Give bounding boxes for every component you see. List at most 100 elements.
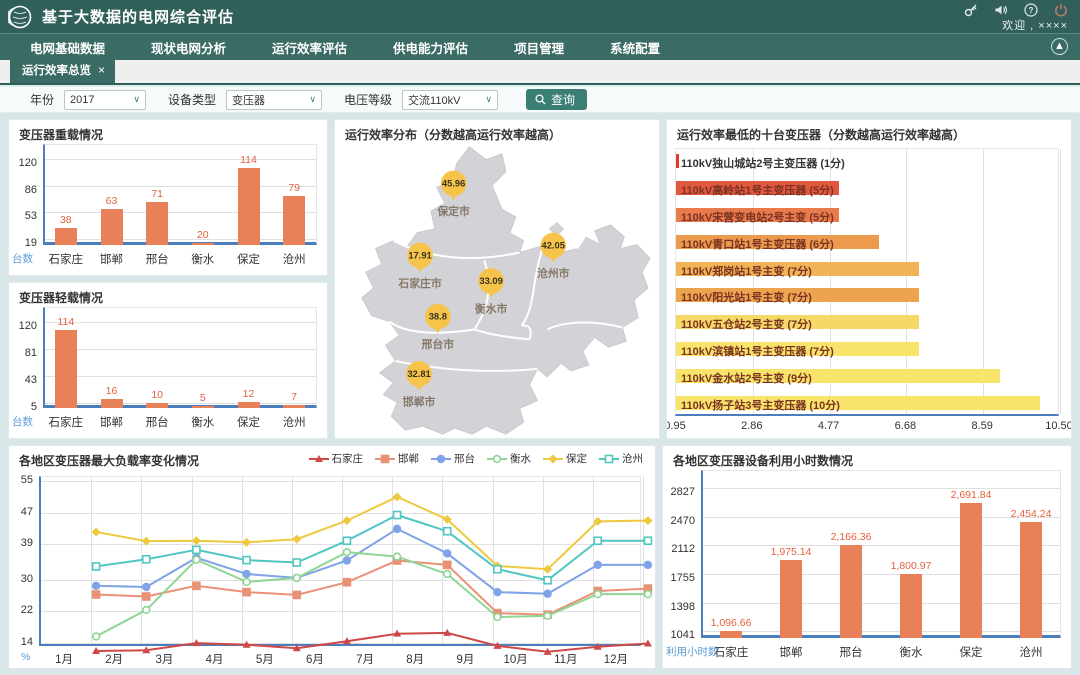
bar-邢台[interactable] — [840, 545, 862, 638]
data-point-marker[interactable] — [645, 561, 652, 568]
data-point-marker[interactable] — [143, 584, 150, 591]
data-point-marker[interactable] — [382, 455, 389, 462]
legend-item-邯郸[interactable]: 邯郸 — [375, 451, 419, 466]
device-type-select[interactable]: 变压器 ∨ — [226, 90, 322, 110]
bar-邯郸[interactable] — [780, 560, 802, 638]
data-point-marker[interactable] — [243, 571, 250, 578]
data-point-marker[interactable] — [606, 455, 613, 462]
bar-沧州[interactable] — [283, 196, 305, 245]
legend-item-衡水[interactable]: 衡水 — [487, 451, 531, 466]
series-line-衡水[interactable] — [96, 552, 648, 636]
nav-item-1[interactable]: 现状电网分析 — [151, 38, 226, 57]
data-point-marker[interactable] — [644, 537, 651, 544]
power-icon[interactable] — [1054, 3, 1068, 17]
legend-item-保定[interactable]: 保定 — [543, 451, 587, 466]
data-point-marker[interactable] — [393, 492, 402, 501]
nav-item-4[interactable]: 项目管理 — [514, 38, 564, 57]
data-point-marker[interactable] — [494, 566, 501, 573]
data-point-marker[interactable] — [344, 557, 351, 564]
utilization-hours-bar-chart[interactable]: 1041139817552112247028271,096.66石家庄1,975… — [663, 468, 1071, 668]
lightload-bar-chart[interactable]: 54381120114石家庄16邯郸10邢台5衡水12保定7沧州台数 — [9, 305, 327, 438]
data-point-marker[interactable] — [444, 561, 451, 568]
data-point-marker[interactable] — [193, 546, 200, 553]
legend-item-沧州[interactable]: 沧州 — [599, 451, 643, 466]
series-line-石家庄[interactable] — [96, 633, 648, 652]
data-point-marker[interactable] — [342, 516, 351, 525]
data-point-marker[interactable] — [594, 537, 601, 544]
nav-item-0[interactable]: 电网基础数据 — [30, 38, 105, 57]
data-point-marker[interactable] — [143, 593, 150, 600]
data-point-marker[interactable] — [243, 557, 250, 564]
data-point-marker[interactable] — [293, 559, 300, 566]
year-select[interactable]: 2017 ∨ — [64, 90, 146, 110]
series-line-保定[interactable] — [96, 497, 648, 569]
search-button[interactable]: 查询 — [526, 89, 587, 110]
key-icon[interactable] — [964, 3, 978, 17]
data-point-marker[interactable] — [292, 535, 301, 544]
nav-item-3[interactable]: 供电能力评估 — [393, 38, 468, 57]
data-point-marker[interactable] — [544, 577, 551, 584]
bar-保定[interactable] — [960, 503, 982, 638]
help-icon[interactable]: ? — [1024, 3, 1038, 17]
data-point-marker[interactable] — [143, 607, 150, 614]
data-point-marker[interactable] — [343, 537, 350, 544]
data-point-marker[interactable] — [93, 633, 100, 640]
data-point-marker[interactable] — [438, 455, 445, 462]
data-point-marker[interactable] — [343, 579, 350, 586]
voltage-level-select[interactable]: 交流110kV ∨ — [402, 90, 498, 110]
data-point-marker[interactable] — [394, 512, 401, 519]
data-point-marker[interactable] — [93, 563, 100, 570]
data-point-marker[interactable] — [494, 455, 501, 462]
data-point-marker[interactable] — [544, 590, 551, 597]
data-point-marker[interactable] — [549, 454, 558, 463]
data-point-marker[interactable] — [494, 589, 501, 596]
data-point-marker[interactable] — [394, 525, 401, 532]
bar-衡水[interactable] — [192, 243, 214, 245]
bar-沧州[interactable] — [1020, 522, 1042, 638]
bar-衡水[interactable] — [192, 406, 214, 408]
bar-衡水[interactable] — [900, 574, 922, 638]
nav-item-5[interactable]: 系统配置 — [610, 38, 660, 57]
max-load-rate-line-chart[interactable]: 1422303947551月2月3月4月5月6月7月8月9月10月11月12月% — [9, 468, 655, 668]
bar-保定[interactable] — [238, 168, 260, 245]
data-point-marker[interactable] — [93, 582, 100, 589]
data-point-marker[interactable] — [243, 589, 250, 596]
nav-item-2[interactable]: 运行效率评估 — [272, 38, 347, 57]
bar-石家庄[interactable] — [720, 631, 742, 638]
data-point-marker[interactable] — [192, 536, 201, 545]
hbar-row[interactable] — [676, 154, 679, 168]
data-point-marker[interactable] — [594, 591, 601, 598]
data-point-marker[interactable] — [143, 556, 150, 563]
legend-item-石家庄[interactable]: 石家庄 — [309, 451, 364, 466]
data-point-marker[interactable] — [344, 549, 351, 556]
sound-icon[interactable] — [994, 3, 1008, 17]
data-point-marker[interactable] — [444, 550, 451, 557]
data-point-marker[interactable] — [444, 528, 451, 535]
efficiency-map-chart[interactable]: 45.96保定市17.91石家庄市42.05沧州市33.09衡水市38.8邢台市… — [335, 142, 659, 438]
data-point-marker[interactable] — [594, 561, 601, 568]
data-point-marker[interactable] — [645, 591, 652, 598]
data-point-marker[interactable] — [92, 528, 101, 537]
bar-沧州[interactable] — [283, 405, 305, 408]
data-point-marker[interactable] — [193, 556, 200, 563]
overload-bar-chart[interactable]: 19538612038石家庄63邯郸71邢台20衡水114保定79沧州台数 — [9, 142, 327, 275]
tab-close-icon[interactable]: × — [98, 63, 105, 77]
data-point-marker[interactable] — [544, 612, 551, 619]
data-point-marker[interactable] — [142, 537, 151, 546]
data-point-marker[interactable] — [242, 538, 251, 547]
data-point-marker[interactable] — [93, 591, 100, 598]
bar-石家庄[interactable] — [55, 228, 77, 245]
data-point-marker[interactable] — [293, 575, 300, 582]
data-point-marker[interactable] — [293, 591, 300, 598]
tab-efficiency-overview[interactable]: 运行效率总览 × — [10, 58, 115, 83]
bar-邯郸[interactable] — [101, 209, 123, 246]
data-point-marker[interactable] — [643, 516, 652, 525]
data-point-marker[interactable] — [444, 571, 451, 578]
collapse-up-icon[interactable]: ▲ — [1051, 38, 1068, 55]
series-line-邢台[interactable] — [96, 529, 648, 594]
data-point-marker[interactable] — [193, 582, 200, 589]
legend-item-邢台[interactable]: 邢台 — [431, 451, 475, 466]
data-point-marker[interactable] — [494, 614, 501, 621]
data-point-marker[interactable] — [243, 578, 250, 585]
worst-transformers-hbar-chart[interactable]: 0.952.864.776.688.5910.50110kV独山城站2号主变压器… — [667, 144, 1071, 438]
